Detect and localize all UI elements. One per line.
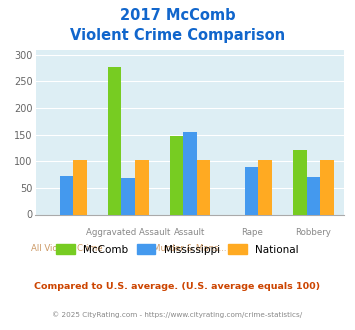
Bar [135,160,148,214]
Bar [60,176,73,214]
Bar [258,160,272,214]
Bar [245,167,258,214]
Legend: McComb, Mississippi, National: McComb, Mississippi, National [56,245,299,255]
Text: Assault: Assault [174,228,206,237]
Text: Aggravated Assault: Aggravated Assault [86,228,170,237]
Bar [320,160,334,214]
Bar [293,149,307,214]
Text: Robbery: Robbery [295,228,332,237]
Text: Murder & Mans...: Murder & Mans... [153,244,227,253]
Text: Violent Crime Comparison: Violent Crime Comparison [70,28,285,43]
Text: Rape: Rape [241,228,263,237]
Text: Compared to U.S. average. (U.S. average equals 100): Compared to U.S. average. (U.S. average … [34,282,321,291]
Text: © 2025 CityRating.com - https://www.cityrating.com/crime-statistics/: © 2025 CityRating.com - https://www.city… [53,311,302,317]
Bar [183,132,197,214]
Bar [108,67,121,214]
Bar [121,178,135,214]
Bar [170,136,183,214]
Bar [307,177,320,214]
Bar [197,160,210,214]
Text: All Violent Crime: All Violent Crime [31,244,102,253]
Text: 2017 McComb: 2017 McComb [120,8,235,23]
Bar [73,160,87,214]
